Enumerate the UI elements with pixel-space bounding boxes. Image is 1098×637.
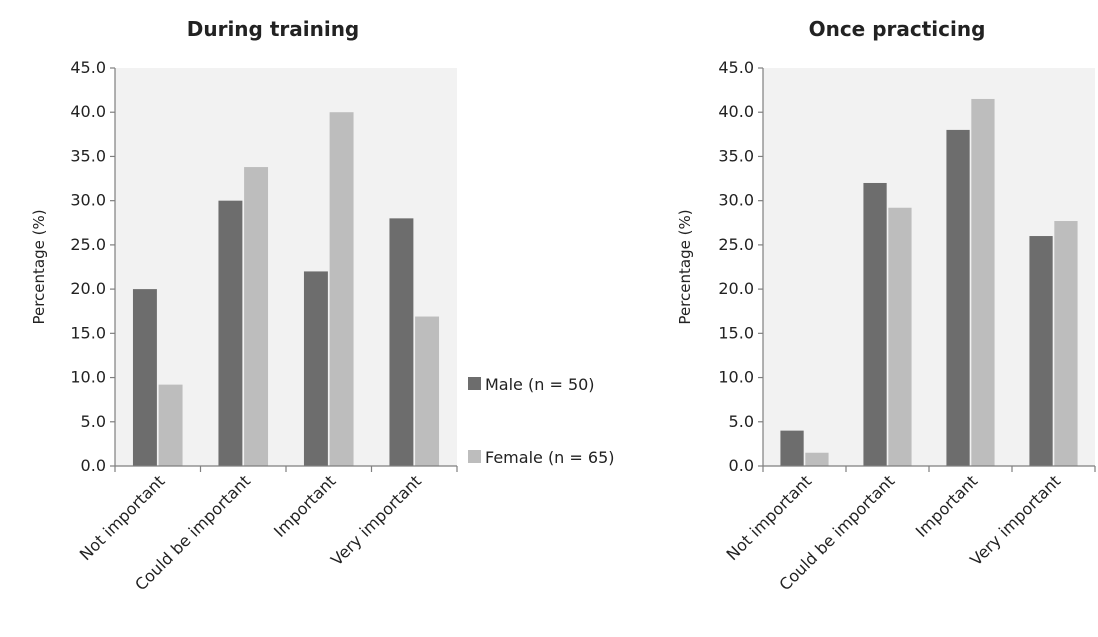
- y-tick-label: 35.0: [718, 146, 754, 165]
- legend-swatch-female: [468, 450, 481, 463]
- x-category-label: Not important: [76, 471, 169, 564]
- chart-title: Once practicing: [809, 17, 986, 41]
- y-tick-label: 25.0: [70, 235, 106, 254]
- y-tick-label: 20.0: [718, 279, 754, 298]
- bar-male-could-be-important: [218, 200, 243, 466]
- y-axis-title: Percentage (%): [676, 209, 694, 324]
- y-tick-label: 40.0: [718, 102, 754, 121]
- y-tick-label: 0.0: [81, 456, 106, 475]
- bar-male-very-important: [389, 218, 414, 466]
- y-tick-label: 35.0: [70, 146, 106, 165]
- y-tick-label: 45.0: [70, 58, 106, 77]
- chart-once-practicing: Once practicing Percentage (%) 0.0 5.0 10.0 1…: [676, 17, 1096, 594]
- bar-male-important: [303, 271, 328, 466]
- bar-male-important: [946, 129, 970, 466]
- x-category-label: Not important: [723, 471, 816, 564]
- legend-label-female: Female (n = 65): [485, 448, 615, 467]
- chart-title: During training: [187, 17, 360, 41]
- x-category-label: Important: [912, 471, 982, 541]
- y-tick-label: 15.0: [718, 323, 754, 342]
- legend-label-male: Male (n = 50): [485, 375, 595, 394]
- y-tick-label: 30.0: [70, 191, 106, 210]
- y-tick-label: 5.0: [81, 412, 106, 431]
- y-tick-label: 10.0: [718, 368, 754, 387]
- y-tick-label: 45.0: [718, 58, 754, 77]
- bar-female-important: [971, 98, 995, 466]
- bar-female-could-be-important: [244, 167, 269, 466]
- y-tick-label: 40.0: [70, 102, 106, 121]
- y-tick-label: 15.0: [70, 323, 106, 342]
- y-axis-title: Percentage (%): [30, 209, 48, 324]
- y-tick-label: 30.0: [718, 191, 754, 210]
- legend: Male (n = 50) Female (n = 65): [468, 375, 615, 467]
- x-category-label: Very important: [966, 471, 1064, 569]
- bar-female-very-important: [415, 316, 440, 466]
- bar-female-important: [329, 112, 354, 466]
- y-tick-label: 10.0: [70, 368, 106, 387]
- chart-during-training: During training Percentage (%) 0.0 5.0 10.0 1…: [30, 17, 458, 594]
- bar-male-not-important: [780, 430, 804, 466]
- bar-female-very-important: [1054, 221, 1078, 466]
- y-tick-label: 0.0: [729, 456, 754, 475]
- bar-male-very-important: [1029, 236, 1053, 466]
- x-category-label: Important: [270, 471, 340, 541]
- bar-female-not-important: [805, 452, 829, 466]
- y-tick-label: 20.0: [70, 279, 106, 298]
- x-category-label: Very important: [327, 471, 425, 569]
- y-tick-label: 25.0: [718, 235, 754, 254]
- bar-female-could-be-important: [888, 207, 912, 466]
- bar-female-not-important: [158, 384, 183, 466]
- legend-swatch-male: [468, 377, 481, 390]
- bar-male-not-important: [132, 289, 157, 466]
- bar-male-could-be-important: [863, 182, 887, 466]
- y-tick-label: 5.0: [729, 412, 754, 431]
